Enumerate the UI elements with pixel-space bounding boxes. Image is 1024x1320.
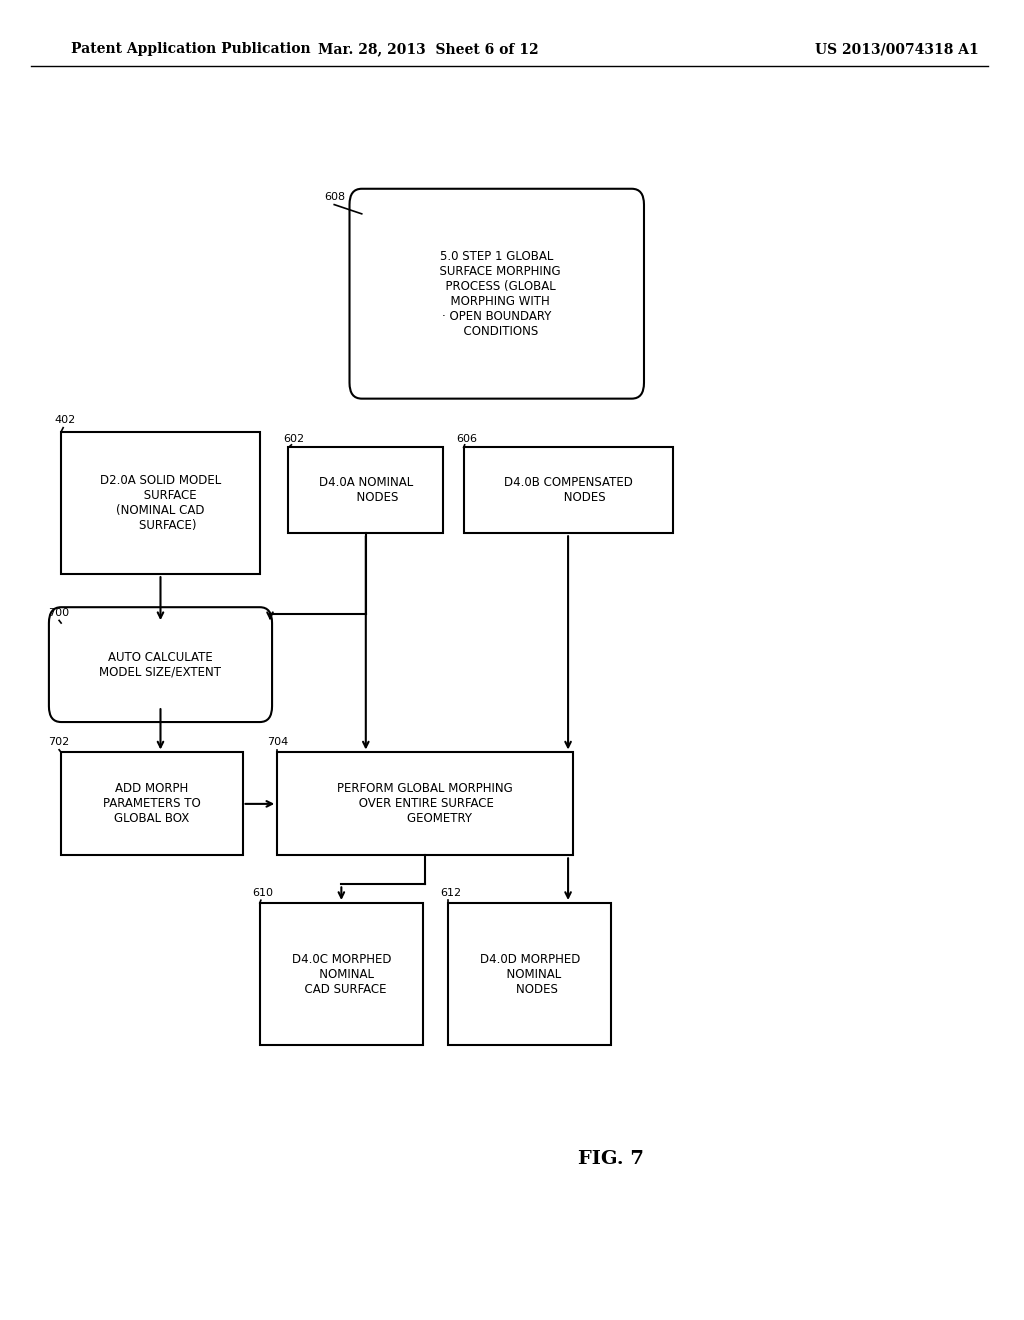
Text: ADD MORPH
PARAMETERS TO
GLOBAL BOX: ADD MORPH PARAMETERS TO GLOBAL BOX	[103, 783, 201, 825]
Text: 608: 608	[324, 191, 345, 202]
Text: 702: 702	[48, 737, 70, 747]
Text: AUTO CALCULATE
MODEL SIZE/EXTENT: AUTO CALCULATE MODEL SIZE/EXTENT	[99, 651, 221, 678]
Text: D4.0B COMPENSATED
         NODES: D4.0B COMPENSATED NODES	[504, 477, 633, 504]
Text: PERFORM GLOBAL MORPHING
 OVER ENTIRE SURFACE
        GEOMETRY: PERFORM GLOBAL MORPHING OVER ENTIRE SURF…	[337, 783, 513, 825]
Text: FIG. 7: FIG. 7	[579, 1150, 644, 1168]
FancyBboxPatch shape	[260, 903, 423, 1045]
Text: D4.0A NOMINAL
      NODES: D4.0A NOMINAL NODES	[318, 477, 413, 504]
FancyBboxPatch shape	[61, 432, 260, 574]
FancyBboxPatch shape	[464, 447, 673, 533]
Text: 602: 602	[284, 433, 304, 444]
Text: D4.0D MORPHED
  NOMINAL
    NODES: D4.0D MORPHED NOMINAL NODES	[479, 953, 580, 995]
Text: D4.0C MORPHED
   NOMINAL
  CAD SURFACE: D4.0C MORPHED NOMINAL CAD SURFACE	[292, 953, 391, 995]
Text: 612: 612	[440, 887, 462, 898]
FancyBboxPatch shape	[349, 189, 644, 399]
Text: Mar. 28, 2013  Sheet 6 of 12: Mar. 28, 2013 Sheet 6 of 12	[317, 42, 539, 57]
FancyBboxPatch shape	[49, 607, 272, 722]
Text: Patent Application Publication: Patent Application Publication	[72, 42, 311, 57]
Text: 5.0 STEP 1 GLOBAL
  SURFACE MORPHING
  PROCESS (GLOBAL
  MORPHING WITH
· OPEN BO: 5.0 STEP 1 GLOBAL SURFACE MORPHING PROCE…	[432, 249, 561, 338]
Text: D2.0A SOLID MODEL
     SURFACE
(NOMINAL CAD
    SURFACE): D2.0A SOLID MODEL SURFACE (NOMINAL CAD S…	[100, 474, 221, 532]
Text: 606: 606	[457, 433, 477, 444]
Text: 704: 704	[267, 737, 288, 747]
FancyBboxPatch shape	[278, 752, 572, 855]
FancyBboxPatch shape	[449, 903, 611, 1045]
Text: 402: 402	[54, 414, 75, 425]
Text: 700: 700	[48, 607, 69, 618]
FancyBboxPatch shape	[289, 447, 443, 533]
FancyBboxPatch shape	[61, 752, 243, 855]
Text: US 2013/0074318 A1: US 2013/0074318 A1	[815, 42, 979, 57]
Text: 610: 610	[253, 887, 273, 898]
